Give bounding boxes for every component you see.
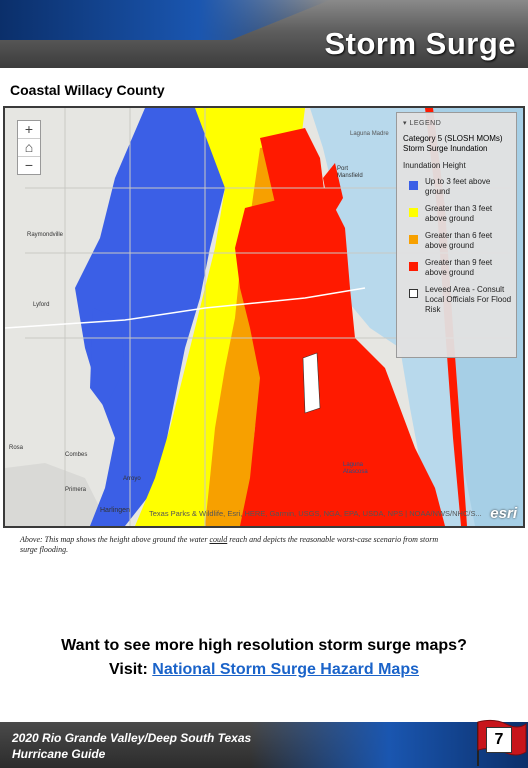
- legend-item: Greater than 9 feet above ground: [403, 258, 512, 278]
- place-label-raymondville: Raymondville: [27, 232, 64, 238]
- map-caption: Above: This map shows the height above g…: [20, 535, 439, 554]
- legend-item: Greater than 6 feet above ground: [403, 231, 512, 251]
- visit-label: Visit:: [109, 661, 148, 678]
- page-title: Storm Surge: [324, 26, 516, 61]
- legend-item-label: Up to 3 feet above ground: [425, 177, 491, 196]
- page-footer: 2020 Rio Grande Valley/Deep South Texas …: [0, 722, 528, 768]
- surge-area-blue-2: [90, 308, 125, 408]
- home-button[interactable]: ⌂: [18, 139, 40, 157]
- legend-swatch-red: [409, 262, 418, 271]
- map-legend[interactable]: ▾ LEGEND Category 5 (SLOSH MOMs) Storm S…: [396, 112, 517, 358]
- legend-item: Leveed Area - Consult Local Officials Fo…: [403, 285, 512, 315]
- legend-title: Category 5 (SLOSH MOMs) Storm Surge Inun…: [403, 134, 503, 153]
- place-label-combes: Combes: [65, 452, 87, 458]
- page-number: 7: [486, 727, 512, 753]
- cta-headline: Want to see more high resolution storm s…: [61, 637, 467, 654]
- footer-title: 2020 Rio Grande Valley/Deep South Texas …: [12, 731, 252, 761]
- place-label-laguna-atascosa: Laguna Atascosa: [343, 462, 368, 475]
- place-label-rosa: Rosa: [9, 445, 24, 451]
- chevron-down-icon: ▾: [403, 120, 410, 127]
- esri-logo[interactable]: esri: [490, 505, 517, 522]
- legend-swatch-orange: [409, 235, 418, 244]
- legend-swatch-blue: [409, 181, 418, 190]
- place-label-port-mansfield: Port Mansfield: [337, 166, 363, 179]
- storm-surge-maps-link[interactable]: National Storm Surge Hazard Maps: [152, 661, 419, 678]
- surge-area-red: [235, 188, 445, 526]
- urban-area: [5, 463, 105, 526]
- page-header: Storm Surge: [0, 0, 528, 68]
- legend-subtitle: Inundation Height: [403, 161, 466, 170]
- caption-emphasis: could: [209, 535, 228, 544]
- cta-visit-line: Visit: National Storm Surge Hazard Maps: [0, 661, 528, 679]
- header-accent-stripe: [0, 0, 330, 40]
- zoom-out-button[interactable]: −: [24, 157, 34, 173]
- legend-item-label: Leveed Area - Consult Local Officials Fo…: [425, 285, 512, 314]
- surge-area-blue: [75, 108, 255, 526]
- legend-swatch-yellow: [409, 208, 418, 217]
- legend-item: Up to 3 feet above ground: [403, 177, 512, 197]
- legend-item-label: Greater than 9 feet above ground: [425, 258, 493, 277]
- place-label-laguna-madre: Laguna Madre: [350, 131, 389, 137]
- place-label-lyford: Lyford: [33, 302, 49, 308]
- zoom-in-button[interactable]: +: [18, 121, 40, 139]
- leveed-area: [302, 352, 321, 414]
- map-zoom-controls[interactable]: + ⌂ −: [17, 120, 41, 175]
- legend-swatch-levee: [409, 289, 418, 298]
- legend-item-label: Greater than 6 feet above ground: [425, 231, 493, 250]
- legend-header[interactable]: ▾ LEGEND: [403, 120, 442, 127]
- home-icon: ⌂: [24, 139, 34, 155]
- map-attribution[interactable]: Texas Parks & Wildlife, Esri, HERE, Garm…: [149, 509, 482, 518]
- legend-item-label: Greater than 3 feet above ground: [425, 204, 493, 223]
- road-grid: [25, 108, 510, 526]
- legend-item: Greater than 3 feet above ground: [403, 204, 512, 224]
- place-label-arroyo: Arroyo: [123, 476, 141, 482]
- place-label-primera: Primera: [65, 487, 87, 493]
- surge-area-red-port: [323, 163, 343, 218]
- storm-surge-map[interactable]: Port Mansfield Laguna Madre Raymondville …: [3, 106, 525, 528]
- highway: [5, 287, 366, 329]
- map-heading: Coastal Willacy County: [10, 82, 165, 98]
- place-label-harlingen: Harlingen: [100, 507, 130, 514]
